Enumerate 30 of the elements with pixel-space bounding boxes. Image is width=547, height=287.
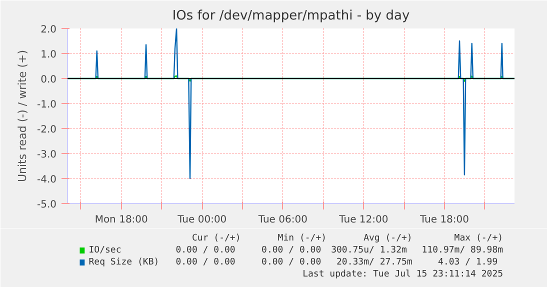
text: Max (-/+) <box>454 234 504 244</box>
text: 110.97m/ 89.98m <box>422 246 504 256</box>
y-tick-label: -3.0 <box>36 150 57 160</box>
legend-label: Req Size (KB) <box>88 258 160 268</box>
text: 0.00 / 0.00 <box>176 246 236 256</box>
text: 300.75u/ 1.32m <box>331 246 407 256</box>
legend-label: IO/sec <box>88 246 122 256</box>
x-tick-label: Tue 06:00 <box>257 214 308 226</box>
x-tick-label: Mon 18:00 <box>94 214 148 226</box>
text: 0.00 / 0.00 <box>262 258 322 268</box>
x-tick-label: Tue 18:00 <box>418 214 470 226</box>
x-tick-label: Tue 00:00 <box>176 214 227 226</box>
y-tick-label: -2.0 <box>36 124 57 136</box>
y-axis-title: Units read (-) / write (+) <box>16 50 29 182</box>
text: 20.33m/ 27.75m <box>336 258 412 268</box>
x-tick-label: Tue 12:00 <box>338 214 388 226</box>
y-tick-label: 1.0 <box>40 50 57 60</box>
y-tick-label: 0.0 <box>40 74 57 86</box>
text: Min (-/+) <box>278 234 327 244</box>
text: Cur (-/+) <box>192 234 241 244</box>
text: Avg (-/+) <box>364 234 412 244</box>
y-tick-label: -5.0 <box>36 200 57 210</box>
text: 0.00 / 0.00 <box>262 246 322 256</box>
chart-title: IOs for /dev/mapper/mpathi - by day <box>172 8 410 24</box>
y-tick-label: -4.0 <box>36 174 57 186</box>
text: Last update: Tue Jul 15 23:11:14 2025 <box>302 270 504 280</box>
text: 4.03 / 1.99 <box>438 258 498 268</box>
y-tick-label: 2.0 <box>40 24 57 36</box>
text: 0.00 / 0.00 <box>176 258 236 268</box>
y-tick-label: -1.0 <box>36 100 57 110</box>
